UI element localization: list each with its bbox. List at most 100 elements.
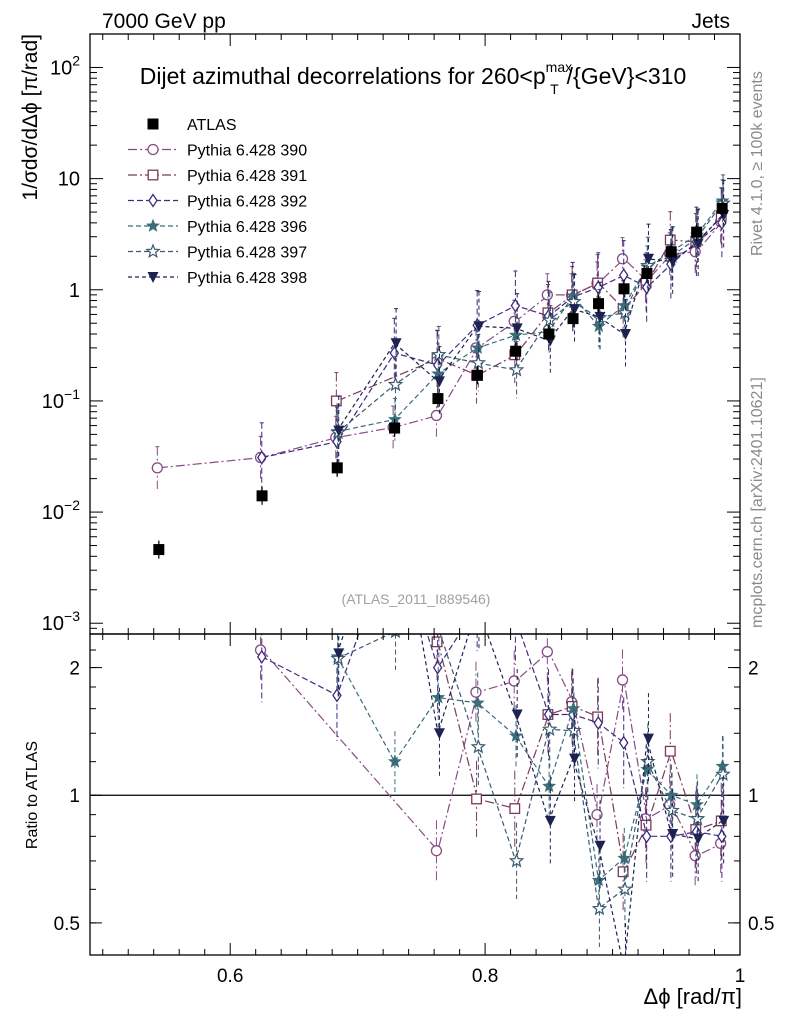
series-4 (330, 179, 730, 453)
ratio-point (508, 852, 525, 868)
ratio-point (618, 735, 629, 750)
data-point (470, 354, 487, 370)
data-point (593, 298, 605, 310)
ratio-point (617, 850, 632, 865)
ratio-point (569, 753, 581, 765)
legend: ATLAS Pythia 6.428 390 Pythia 6.428 391 Pyt… (128, 117, 307, 287)
ratio-y-axis-label: Ratio to ATLAS (24, 741, 41, 849)
ratio-point (543, 707, 554, 722)
main-y-axis-label: 1/σdσ/dΔϕ [π/rad] (19, 34, 42, 201)
watermark: (ATLAS_2011_I889546) (342, 591, 491, 607)
ratio-point (640, 819, 652, 831)
data-point (256, 450, 267, 465)
data-point (716, 202, 728, 214)
ratio-point (391, 476, 402, 487)
legend-label: Pythia 6.428 391 (187, 168, 307, 185)
legend-label: Pythia 6.428 396 (187, 219, 307, 236)
ratio-plot-area (90, 476, 740, 975)
ratio-series-3 (256, 634, 727, 882)
data-point (432, 393, 444, 405)
ratio-y-tick-label: 1 (69, 786, 80, 807)
legend-item: Pythia 6.428 397 (128, 243, 307, 262)
data-point (508, 361, 525, 377)
data-point (618, 268, 629, 283)
data-point (330, 395, 342, 407)
axes: 0.6 0.8 1 10−3 10−2 10−1 1 10 102 0.5 0.5 1 1 2 2 (42, 33, 774, 987)
ratio-series-1 (254, 634, 727, 887)
data-point (620, 329, 632, 340)
legend-item: Pythia 6.428 390 (128, 143, 307, 160)
ratio-point (641, 829, 652, 844)
ratio-point (433, 728, 445, 740)
ratio-line (261, 634, 723, 837)
ratio-point (509, 803, 521, 815)
data-point (511, 323, 523, 335)
ratio-point (471, 793, 483, 805)
data-point (151, 462, 163, 474)
data-point (387, 376, 404, 392)
ratio-point (432, 660, 443, 675)
ratio-point (511, 709, 523, 721)
series-6 (333, 179, 730, 466)
data-point (618, 283, 630, 295)
legend-label: ATLAS (187, 117, 237, 134)
ratio-point (715, 766, 731, 781)
data-point (616, 253, 629, 265)
ratio-series-6 (333, 476, 730, 975)
x-tick-label: 0.6 (217, 966, 243, 987)
ratio-point (390, 634, 401, 639)
legend-label: Pythia 6.428 390 (187, 143, 307, 160)
x-axis-label: Δϕ [rad/π] (644, 984, 742, 1009)
ratio-point (470, 686, 482, 698)
ratio-series-5 (330, 634, 731, 947)
legend-label: Pythia 6.428 398 (187, 270, 307, 287)
data-point (473, 321, 485, 333)
data-point (431, 346, 447, 362)
data-point (567, 313, 579, 325)
header-left: 7000 GeV pp (102, 10, 226, 33)
ratio-y-tick-label: 2 (69, 659, 80, 680)
labels: 7000 GeV pp Jets Dijet azimuthal decorre… (19, 10, 766, 1009)
ratio-point (566, 701, 581, 715)
data-point (594, 311, 606, 323)
ratio-point (430, 845, 443, 857)
data-point (390, 338, 402, 350)
ratio-point (256, 649, 267, 665)
legend-item: Pythia 6.428 392 (128, 193, 307, 211)
ratio-point (692, 833, 704, 845)
ratio-y-tick-label-right: 1 (748, 786, 759, 807)
series-2 (330, 187, 727, 430)
ratio-y-tick-label-right: 2 (748, 659, 759, 680)
data-point (541, 289, 553, 301)
y-tick-label: 10 (58, 169, 80, 191)
data-point (664, 234, 676, 246)
ratio-point (616, 674, 629, 686)
legend-marker (147, 169, 159, 181)
header-right: Jets (691, 10, 730, 33)
data-point (541, 312, 558, 328)
ratio-point (620, 964, 631, 975)
legend-item: ATLAS (147, 117, 237, 134)
data-point (333, 425, 345, 437)
ratio-point (593, 715, 604, 731)
legend-item: Pythia 6.428 391 (128, 168, 307, 185)
ratio-frame (89, 633, 741, 956)
ratio-point (544, 815, 556, 827)
ratio-point (333, 648, 345, 660)
ratio-point (664, 745, 676, 757)
y-tick-label: 10−3 (42, 608, 80, 635)
ratio-point (594, 840, 606, 852)
data-point (389, 422, 401, 434)
y-tick-label: 10−1 (42, 386, 80, 413)
ratio-line (261, 649, 723, 857)
legend-marker (147, 272, 159, 283)
data-point (509, 327, 523, 342)
ratio-y-tick-label: 0.5 (54, 914, 80, 935)
main-plot-area (151, 174, 731, 559)
ratio-point (542, 778, 557, 793)
ratio-point (664, 787, 679, 802)
ratio-point (541, 721, 558, 736)
ratio-point (617, 866, 629, 878)
